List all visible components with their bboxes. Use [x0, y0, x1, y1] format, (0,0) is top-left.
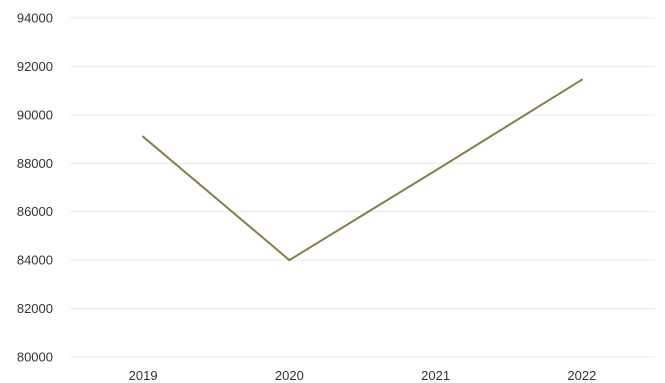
y-tick-label: 82000	[17, 301, 53, 316]
y-tick-label: 94000	[17, 11, 53, 26]
y-tick-label: 84000	[17, 253, 53, 268]
y-tick-label: 86000	[17, 204, 53, 219]
x-tick-label: 2022	[567, 368, 596, 383]
data-point	[142, 135, 145, 138]
x-tick-label: 2021	[421, 368, 450, 383]
x-tick-label: 2020	[275, 368, 304, 383]
series-group	[142, 78, 583, 262]
x-tick-label: 2019	[129, 368, 158, 383]
y-axis-ticks: 80000 82000 84000 86000 88000 90000 92000 94000	[17, 11, 53, 365]
y-tick-label: 80000	[17, 350, 53, 365]
y-tick-label: 88000	[17, 156, 53, 171]
y-tick-label: 90000	[17, 107, 53, 122]
data-point	[580, 78, 583, 81]
series-line	[142, 78, 583, 262]
data-point	[288, 259, 291, 262]
x-axis-ticks: 2019 2020 2021 2022	[129, 368, 597, 383]
data-point	[434, 169, 437, 172]
y-tick-label: 92000	[17, 59, 53, 74]
grid	[70, 17, 655, 358]
